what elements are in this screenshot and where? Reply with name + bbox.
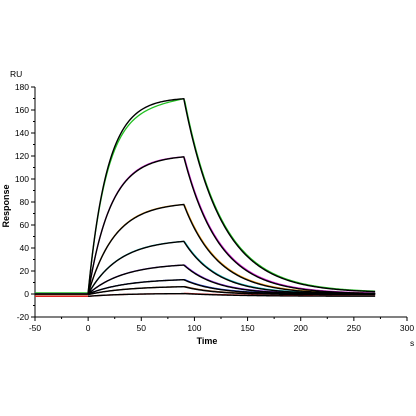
y-tick-label: 20 <box>20 266 30 276</box>
fit-line-1 <box>87 97 376 293</box>
series-line-1 <box>35 97 376 294</box>
y-tick-label: 100 <box>15 174 29 184</box>
x-tick-label: 150 <box>240 323 254 333</box>
y-tick-label: 40 <box>20 243 30 253</box>
x-axis-title: Time <box>197 336 218 346</box>
y-tick-label: 180 <box>15 82 29 92</box>
x-tick-label: 200 <box>294 323 308 333</box>
fit-line-8 <box>88 292 376 297</box>
fit-line-4 <box>87 240 376 295</box>
axes: -20 0 20 40 60 80 100 120 140 160 180 -50 0 50 100 150 2… <box>15 82 415 333</box>
x-tick-label: 300 <box>400 323 414 333</box>
y-tick-label: -20 <box>17 312 30 322</box>
series-line-2 <box>35 156 376 295</box>
plot-area <box>35 97 376 297</box>
x-tick-label: 50 <box>137 323 147 333</box>
x-tick-label: -50 <box>29 323 42 333</box>
y-tick-label: 80 <box>20 197 30 207</box>
y-unit-label: RU <box>10 69 22 79</box>
y-tick-label: 140 <box>15 128 29 138</box>
x-tick-label: 250 <box>347 323 361 333</box>
y-tick-label: 60 <box>20 220 30 230</box>
x-tick-label: 100 <box>187 323 201 333</box>
y-tick-label: 120 <box>15 151 29 161</box>
y-tick-label: 0 <box>24 289 29 299</box>
x-unit-label: s <box>410 338 414 348</box>
x-tick-label: 0 <box>86 323 91 333</box>
fit-line-2 <box>87 156 376 295</box>
fit-line-5 <box>87 264 376 295</box>
y-axis-title: Response <box>1 184 11 227</box>
y-tick-label: 160 <box>15 105 29 115</box>
fit-line-7 <box>87 286 376 296</box>
